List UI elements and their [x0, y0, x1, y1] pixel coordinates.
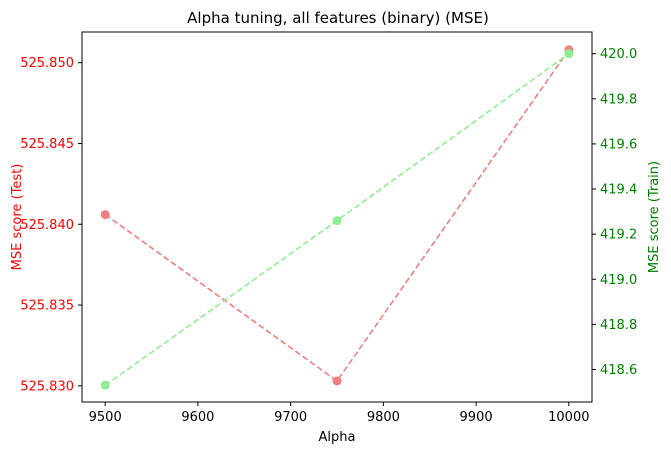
right-y-tick-label: 419.0	[600, 273, 637, 288]
right-y-tick-label: 419.8	[600, 92, 637, 107]
test-data-point	[100, 210, 110, 220]
series-layer	[100, 45, 574, 390]
chart-title: Alpha tuning, all features (binary) (MSE…	[187, 9, 489, 27]
right-y-tick-label: 420.0	[600, 47, 637, 62]
left-y-axis: 525.830 525.835 525.840 525.845 525.850	[20, 56, 82, 394]
x-tick-label: 9900	[460, 410, 493, 425]
right-y-tick-label: 418.6	[600, 363, 637, 378]
test-series-line	[104, 49, 570, 383]
test-data-point	[332, 376, 342, 386]
left-y-tick-label: 525.845	[20, 137, 74, 152]
right-y-tick-label: 418.8	[600, 318, 637, 333]
x-axis: 9500 9600 9700 9800 9900 10000	[89, 402, 589, 425]
right-y-axis: 418.6 418.8 419.0 419.2 419.4 419.6 419.8 420.0	[592, 47, 637, 378]
left-y-axis-title: MSE score (Test)	[10, 164, 25, 271]
right-y-axis-title: MSE score (Train)	[647, 161, 662, 273]
x-tick-label: 10000	[548, 410, 589, 425]
right-y-tick-label: 419.6	[600, 137, 637, 152]
x-tick-label: 9700	[274, 410, 307, 425]
train-data-point	[100, 380, 110, 390]
x-tick-label: 9500	[89, 410, 122, 425]
right-y-tick-label: 419.4	[600, 183, 637, 198]
left-y-tick-label: 525.850	[20, 56, 74, 71]
left-y-tick-label: 525.835	[20, 299, 74, 314]
x-tick-label: 9600	[181, 410, 214, 425]
left-y-tick-label: 525.840	[20, 218, 74, 233]
plot-frame	[81, 31, 593, 403]
train-data-point	[332, 216, 342, 226]
right-y-tick-label: 419.2	[600, 228, 637, 243]
train-data-point	[564, 49, 574, 59]
left-y-tick-label: 525.830	[20, 379, 74, 394]
x-tick-label: 9800	[367, 410, 400, 425]
x-axis-title: Alpha	[319, 430, 356, 445]
